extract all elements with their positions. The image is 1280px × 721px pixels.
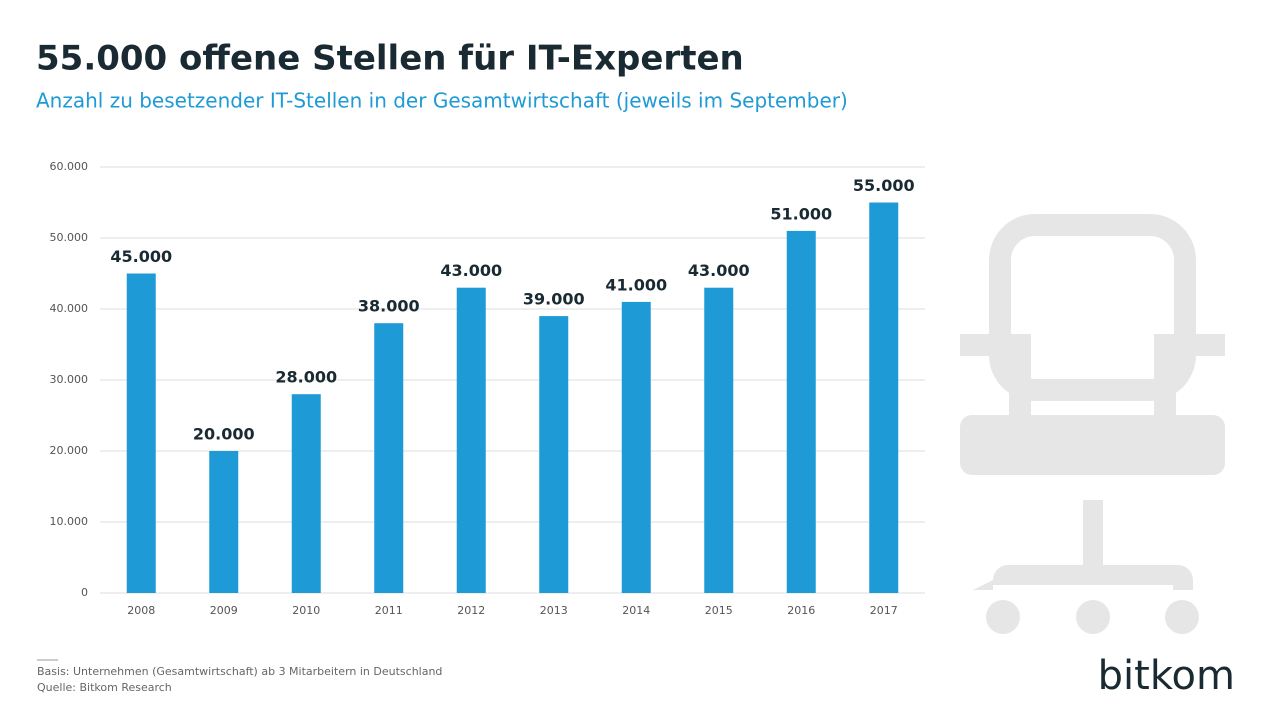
data-label: 45.000 xyxy=(110,247,172,266)
bar xyxy=(621,301,651,593)
x-tick-label: 2012 xyxy=(457,604,485,617)
bar xyxy=(374,323,404,593)
x-tick-label: 2013 xyxy=(540,604,568,617)
data-label: 39.000 xyxy=(523,290,585,309)
data-label: 41.000 xyxy=(605,275,667,294)
bar xyxy=(786,230,816,593)
data-label: 51.000 xyxy=(770,204,832,223)
logo: bitkom xyxy=(1098,653,1235,699)
x-tick-label: 2010 xyxy=(292,604,320,617)
x-tick-label: 2016 xyxy=(787,604,815,617)
x-tick-label: 2008 xyxy=(127,604,155,617)
bar xyxy=(209,451,239,593)
data-label: 55.000 xyxy=(853,176,915,195)
data-label: 43.000 xyxy=(440,261,502,280)
chair-icon xyxy=(960,214,1225,445)
x-tick-label: 2011 xyxy=(375,604,403,617)
x-tick-label: 2015 xyxy=(705,604,733,617)
note: Quelle: Bitkom Research xyxy=(37,681,172,694)
chair-icon-fill xyxy=(960,415,1225,634)
note: Basis: Unternehmen (Gesamtwirtschaft) ab… xyxy=(37,665,442,678)
bar xyxy=(539,316,569,593)
x-tick-label: 2009 xyxy=(210,604,238,617)
y-tick-label: 20.000 xyxy=(50,444,89,457)
chart-subtitle: Anzahl zu besetzender IT-Stellen in der … xyxy=(36,89,848,113)
chart-title: 55.000 offene Stellen für IT-Experten xyxy=(36,39,744,79)
y-tick-label: 30.000 xyxy=(50,373,89,386)
bar xyxy=(291,394,321,593)
x-tick-label: 2014 xyxy=(622,604,650,617)
bar xyxy=(456,287,486,593)
data-label: 43.000 xyxy=(688,261,750,280)
bar xyxy=(126,273,156,593)
data-label: 20.000 xyxy=(193,425,255,444)
y-tick-label: 60.000 xyxy=(50,160,89,173)
data-label: 38.000 xyxy=(358,297,420,316)
bar xyxy=(704,287,734,593)
bar xyxy=(869,202,899,593)
data-label: 28.000 xyxy=(275,368,337,387)
y-tick-label: 50.000 xyxy=(50,231,89,244)
x-tick-label: 2017 xyxy=(870,604,898,617)
y-tick-label: 40.000 xyxy=(50,302,89,315)
y-tick-label: 10.000 xyxy=(50,515,89,528)
y-tick-label: 0 xyxy=(81,586,88,599)
